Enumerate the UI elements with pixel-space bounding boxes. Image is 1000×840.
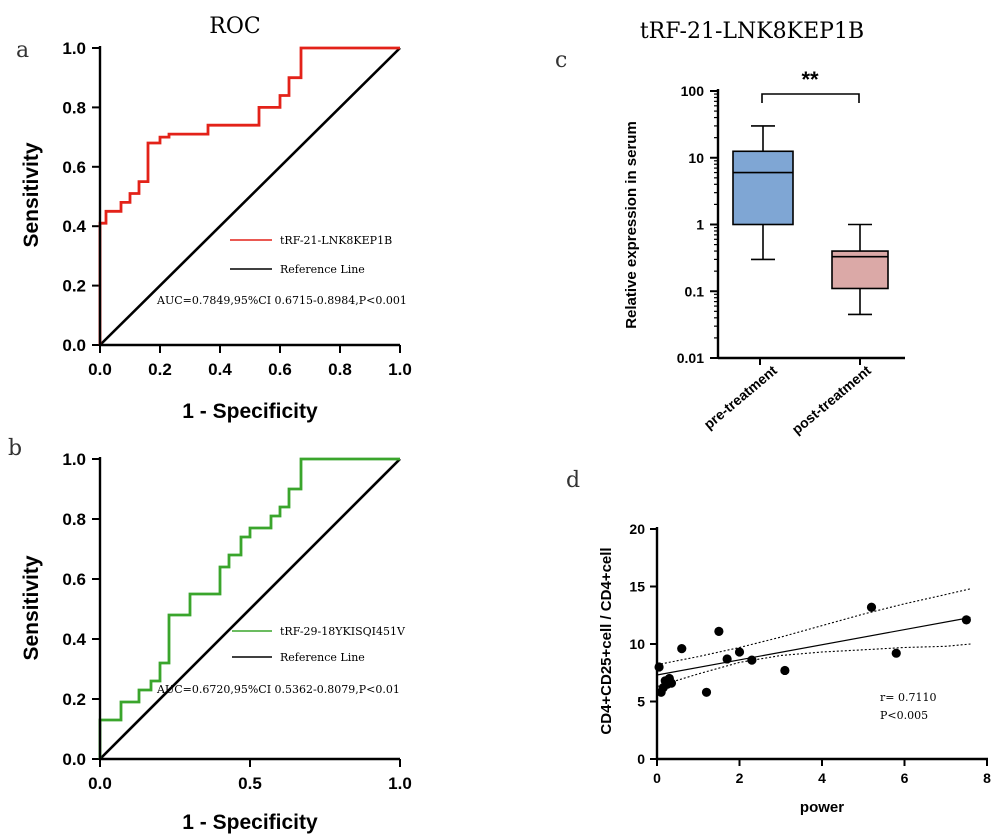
x-tick-label: 8 bbox=[983, 770, 991, 786]
y-tick-label: 1.0 bbox=[62, 450, 86, 469]
y-tick-label: 0.4 bbox=[62, 217, 86, 236]
y-tick-label: 0.4 bbox=[62, 630, 86, 649]
y-tick-label: 0.2 bbox=[62, 690, 86, 709]
x-tick-label: 0.4 bbox=[208, 360, 232, 379]
panel-d-y-axis-label: CD4+CD25+cell / CD4+cell bbox=[598, 547, 615, 734]
scatter-point bbox=[722, 654, 732, 664]
y-tick-label: 0.0 bbox=[62, 336, 86, 355]
y-tick-label: 0.2 bbox=[62, 277, 86, 296]
scatter-point bbox=[714, 626, 724, 636]
x-tick-label: 0.0 bbox=[88, 360, 112, 379]
panel-b-y-axis-label: Sensitivity bbox=[20, 555, 43, 660]
panel-b-x-axis-label: 1 - Specificity bbox=[182, 811, 318, 834]
panel-d-x-axis-label: power bbox=[800, 799, 844, 816]
regression-line bbox=[656, 616, 971, 676]
y-tick-label: 0.6 bbox=[62, 570, 86, 589]
y-tick-label: 100 bbox=[681, 83, 705, 99]
scatter-point bbox=[677, 644, 687, 654]
y-tick-label: 10 bbox=[629, 636, 645, 652]
y-tick-label: 10 bbox=[688, 150, 704, 166]
x-tick-label: 0.6 bbox=[268, 360, 292, 379]
panel-d-p-annotation: P<0.005 bbox=[880, 709, 928, 722]
y-tick-label: 5 bbox=[637, 694, 645, 710]
x-tick-label: 0.5 bbox=[238, 774, 262, 793]
panel-a-y-axis-label: Sensitivity bbox=[20, 142, 43, 247]
significance-stars: ** bbox=[801, 67, 819, 92]
scatter-point bbox=[734, 647, 745, 657]
panel-a-label: a bbox=[16, 38, 29, 63]
panel-d-label: d bbox=[566, 468, 580, 493]
category-label-pre-treatment: pre-treatment bbox=[701, 362, 781, 432]
panel-c-label: c bbox=[555, 48, 567, 73]
legend-label-reference-a: Reference Line bbox=[280, 263, 365, 276]
y-tick-label: 0.6 bbox=[62, 158, 86, 177]
legend-label-roc-b: tRF-29-18YKISQI451V bbox=[280, 625, 406, 638]
x-tick-label: 2 bbox=[736, 770, 744, 786]
scatter-point bbox=[891, 648, 901, 658]
confidence-band-lower bbox=[656, 643, 971, 688]
panel-b-roc-chart: b 0.0 0.5 1.0 0.0 0.2 0.4 0.6 0.8 1.0 1 - Specif… bbox=[8, 436, 412, 834]
panel-d-r-annotation: r= 0.7110 bbox=[880, 691, 936, 704]
panel-a-title: ROC bbox=[209, 14, 260, 39]
scatter-point bbox=[701, 687, 712, 697]
x-tick-label: 0 bbox=[653, 770, 661, 786]
confidence-band-upper bbox=[656, 588, 971, 666]
scatter-point bbox=[780, 665, 790, 676]
box-post-treatment bbox=[831, 223, 889, 316]
panel-b-legend: tRF-29-18YKISQI451V Reference Line bbox=[232, 625, 406, 664]
panel-d-scatter-chart: d 0 2 4 6 8 0 5 10 15 20 power CD4+CD25+cell / CD… bbox=[566, 468, 991, 816]
y-tick-label: 1 bbox=[696, 217, 704, 233]
panel-c-box-chart: tRF-21-LNK8KEP1B c 0.01 0.1 1 10 100 Relativ… bbox=[555, 19, 905, 437]
x-tick-label: 6 bbox=[901, 770, 909, 786]
x-tick-label: 1.0 bbox=[388, 360, 412, 379]
scatter-point bbox=[961, 615, 971, 625]
y-tick-label: 0.1 bbox=[685, 283, 705, 299]
y-tick-label: 15 bbox=[629, 579, 645, 595]
panel-b-roc-curve bbox=[98, 457, 400, 759]
panel-a-auc-annotation: AUC=0.7849,95%CI 0.6715-0.8984,P<0.001 bbox=[156, 294, 407, 307]
significance-bracket-line bbox=[761, 93, 860, 103]
panel-b-reference-line bbox=[99, 458, 401, 760]
panel-a-x-axis-label: 1 - Specificity bbox=[182, 400, 318, 423]
y-tick-label: 0.01 bbox=[677, 350, 704, 366]
legend-label-reference-b: Reference Line bbox=[280, 651, 365, 664]
panel-b-auc-annotation: AUC=0.6720,95%CI 0.5362-0.8079,P<0.01 bbox=[156, 683, 400, 696]
x-tick-label: 4 bbox=[818, 770, 826, 786]
panel-a-legend: tRF-21-LNK8KEP1B Reference Line bbox=[230, 234, 392, 276]
x-tick-label: 0.2 bbox=[148, 360, 172, 379]
x-tick-label: 0.8 bbox=[328, 360, 352, 379]
panel-a-roc-chart: ROC a 0.0 0.2 0.4 0.6 0.8 1.0 0.0 0.2 0.4 0.6 0.8 1… bbox=[16, 14, 412, 423]
panel-c-y-axis-label: Relative expression in serum bbox=[623, 121, 640, 329]
scatter-point bbox=[866, 602, 877, 612]
significance-bracket: ** bbox=[761, 67, 860, 103]
y-tick-label: 20 bbox=[629, 521, 645, 537]
panel-b-label: b bbox=[8, 436, 22, 461]
box-pre-treatment bbox=[732, 125, 794, 261]
box-iqr bbox=[732, 150, 794, 226]
x-tick-label: 0.0 bbox=[88, 774, 112, 793]
panel-c-title: tRF-21-LNK8KEP1B bbox=[640, 19, 864, 44]
y-tick-label: 0.8 bbox=[62, 98, 86, 117]
y-tick-label: 0.8 bbox=[62, 510, 86, 529]
scatter-point bbox=[747, 655, 757, 665]
panel-a-reference-line bbox=[99, 47, 401, 346]
y-tick-label: 0 bbox=[637, 751, 645, 767]
x-tick-label: 1.0 bbox=[388, 774, 412, 793]
panel-a-roc-curve bbox=[98, 46, 400, 345]
scatter-point bbox=[666, 678, 677, 688]
legend-label-roc-a: tRF-21-LNK8KEP1B bbox=[280, 234, 392, 247]
category-label-post-treatment: post-treatment bbox=[789, 362, 875, 437]
y-tick-label: 0.0 bbox=[62, 750, 86, 769]
y-tick-label: 1.0 bbox=[62, 39, 86, 58]
